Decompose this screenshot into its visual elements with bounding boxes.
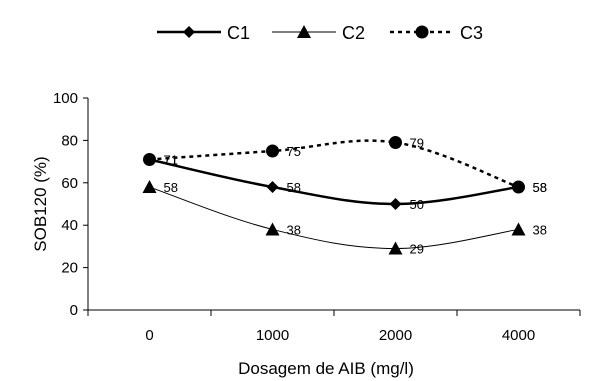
data-label: 71 [164,152,178,167]
data-point [142,180,157,194]
data-point [265,222,280,236]
legend-item-C1: C1 [157,23,250,43]
data-point [512,180,525,194]
data-label: 50 [410,197,424,212]
data-label: 38 [287,222,301,237]
series-line [149,186,519,250]
legend-item-C3: C3 [390,23,483,43]
series-line [149,139,519,189]
y-axis-title: SOB120 (%) [31,156,50,251]
data-label: 29 [410,242,424,257]
legend: C1 C2 C3 [157,23,483,43]
x-tick-label: 1000 [256,327,289,344]
legend-marker [183,26,195,38]
series-C3 [143,136,525,194]
y-tick-label: 80 [61,132,78,149]
legend-marker [297,25,311,38]
data-point [389,136,402,150]
series-line [149,158,519,206]
data-point [389,198,402,210]
data-label: 58 [287,180,301,195]
legend-item-C2: C2 [272,23,365,43]
series-C1 [143,153,525,210]
data-label: 71 [164,152,178,167]
data-label: 58 [164,180,178,195]
x-tick-label: 2000 [379,327,412,344]
data-label: 38 [533,222,547,237]
data-point [266,181,279,194]
y-tick-label: 20 [61,260,78,277]
legend-label: C1 [227,23,250,43]
y-tick-label: 40 [61,217,78,234]
data-label: 79 [410,136,424,151]
x-tick-label: 4000 [502,327,535,344]
data-label: 58 [533,180,547,195]
legend-label: C2 [342,23,365,43]
y-tick-label: 100 [53,90,78,107]
data-point [511,222,526,236]
x-tick-label: 0 [145,327,153,344]
legend-label: C3 [460,23,483,43]
series-layer [142,136,526,255]
series-C2 [142,180,526,255]
y-tick-label: 0 [70,302,78,319]
x-axis-title: Dosagem de AIB (mg/l) [238,359,414,378]
data-label: 75 [287,144,301,159]
data-point [143,152,156,166]
data-point [266,144,279,158]
data-label: 58 [533,180,547,195]
data-point [388,241,403,255]
legend-marker [415,25,429,39]
y-tick-label: 60 [61,175,78,192]
